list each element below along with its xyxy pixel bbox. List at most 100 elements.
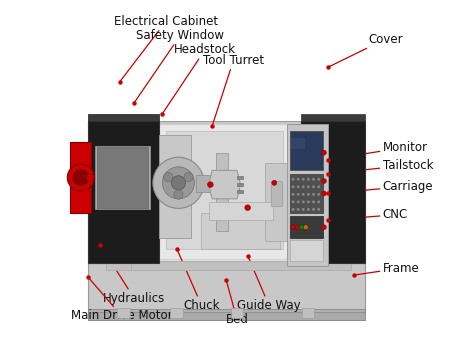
Circle shape <box>312 201 315 203</box>
Text: Tool Turret: Tool Turret <box>203 54 264 126</box>
Circle shape <box>317 178 320 181</box>
Circle shape <box>321 191 327 196</box>
Circle shape <box>307 178 310 181</box>
Polygon shape <box>159 135 191 238</box>
Circle shape <box>153 157 204 208</box>
FancyBboxPatch shape <box>237 183 243 186</box>
FancyBboxPatch shape <box>231 308 243 318</box>
Circle shape <box>291 225 296 230</box>
Polygon shape <box>88 309 365 320</box>
Circle shape <box>297 178 300 181</box>
Circle shape <box>302 208 305 211</box>
Circle shape <box>292 185 294 188</box>
Circle shape <box>303 225 309 230</box>
FancyBboxPatch shape <box>290 131 323 170</box>
Polygon shape <box>88 114 159 121</box>
FancyBboxPatch shape <box>196 175 212 192</box>
Circle shape <box>312 178 315 181</box>
Circle shape <box>208 182 213 187</box>
Circle shape <box>312 193 315 196</box>
Circle shape <box>292 193 294 196</box>
Circle shape <box>297 193 300 196</box>
Circle shape <box>164 172 173 182</box>
FancyBboxPatch shape <box>301 308 314 318</box>
Text: CNC: CNC <box>328 208 408 221</box>
Text: Hydraulics: Hydraulics <box>100 245 165 305</box>
Circle shape <box>171 176 185 190</box>
Circle shape <box>312 185 315 188</box>
Circle shape <box>292 208 294 211</box>
Circle shape <box>174 190 183 199</box>
Polygon shape <box>88 312 365 320</box>
FancyBboxPatch shape <box>290 174 323 213</box>
Text: Chuck: Chuck <box>177 248 220 312</box>
Polygon shape <box>301 114 365 121</box>
Polygon shape <box>159 124 287 259</box>
Circle shape <box>317 208 320 211</box>
FancyBboxPatch shape <box>117 308 130 318</box>
FancyBboxPatch shape <box>95 146 150 209</box>
Polygon shape <box>130 261 351 270</box>
FancyBboxPatch shape <box>271 181 282 206</box>
Circle shape <box>307 193 310 196</box>
Circle shape <box>184 172 193 182</box>
Circle shape <box>321 150 327 155</box>
Polygon shape <box>88 121 365 153</box>
Circle shape <box>297 185 300 188</box>
Circle shape <box>321 225 327 230</box>
Text: Headstock: Headstock <box>163 43 236 114</box>
Circle shape <box>295 225 300 230</box>
Polygon shape <box>166 131 283 248</box>
FancyBboxPatch shape <box>291 138 305 149</box>
FancyBboxPatch shape <box>97 147 148 208</box>
Circle shape <box>272 180 277 185</box>
Text: Main Drive Motor: Main Drive Motor <box>71 277 173 322</box>
Circle shape <box>73 170 89 185</box>
Polygon shape <box>88 153 365 263</box>
Text: Frame: Frame <box>354 262 419 275</box>
Text: Guide Way: Guide Way <box>237 256 301 312</box>
Polygon shape <box>88 121 159 263</box>
Circle shape <box>163 167 194 199</box>
Circle shape <box>317 185 320 188</box>
Circle shape <box>317 201 320 203</box>
Polygon shape <box>88 263 365 312</box>
Polygon shape <box>301 121 365 263</box>
FancyBboxPatch shape <box>290 216 323 238</box>
Circle shape <box>307 201 310 203</box>
Polygon shape <box>106 261 326 270</box>
Polygon shape <box>265 163 287 241</box>
FancyBboxPatch shape <box>290 240 323 261</box>
Circle shape <box>302 185 305 188</box>
Text: Bed: Bed <box>226 280 248 326</box>
FancyBboxPatch shape <box>237 176 243 179</box>
Circle shape <box>67 164 94 191</box>
Circle shape <box>245 205 250 211</box>
Text: Electrical Cabinet: Electrical Cabinet <box>114 15 218 82</box>
Circle shape <box>312 208 315 211</box>
Circle shape <box>302 193 305 196</box>
FancyBboxPatch shape <box>170 308 183 318</box>
Text: Cover: Cover <box>328 33 403 67</box>
Circle shape <box>297 208 300 211</box>
Polygon shape <box>287 124 328 266</box>
Circle shape <box>302 178 305 181</box>
Circle shape <box>292 201 294 203</box>
FancyBboxPatch shape <box>237 190 243 193</box>
Circle shape <box>86 174 93 181</box>
Circle shape <box>307 208 310 211</box>
Circle shape <box>317 193 320 196</box>
Polygon shape <box>70 142 91 213</box>
Text: Tailstock: Tailstock <box>328 159 433 174</box>
Circle shape <box>292 178 294 181</box>
Circle shape <box>299 225 304 230</box>
Polygon shape <box>201 213 280 248</box>
Polygon shape <box>209 202 273 220</box>
FancyBboxPatch shape <box>216 153 228 231</box>
Circle shape <box>297 201 300 203</box>
Polygon shape <box>209 170 240 199</box>
Text: Monitor: Monitor <box>328 141 428 160</box>
Circle shape <box>302 201 305 203</box>
Circle shape <box>307 185 310 188</box>
Text: Safety Window: Safety Window <box>134 29 224 103</box>
